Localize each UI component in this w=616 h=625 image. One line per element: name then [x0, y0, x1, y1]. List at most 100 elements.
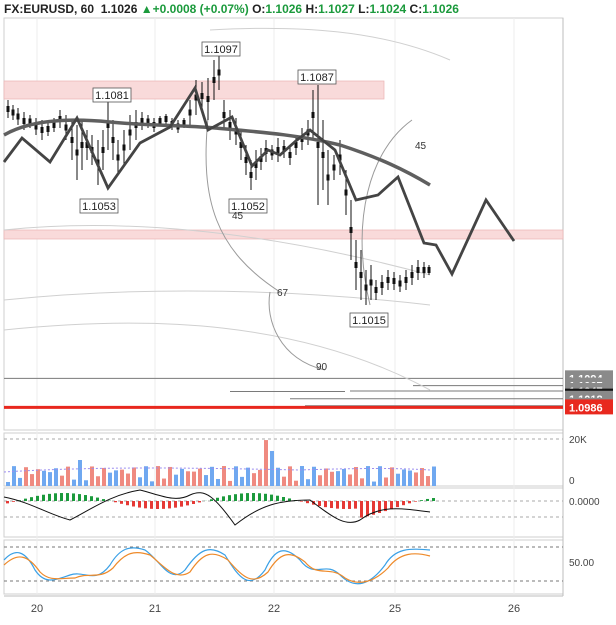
candle-body — [380, 282, 384, 288]
volume-bar — [342, 468, 346, 486]
swing-label: 1.1087 — [300, 72, 334, 84]
candle-body — [349, 227, 353, 233]
volume-bar — [168, 466, 172, 486]
macd-histogram-bar — [420, 500, 423, 501]
volume-bar — [174, 474, 178, 486]
volume-bar — [210, 466, 214, 486]
stoch-k-line — [3, 547, 431, 585]
swing-label: 1.1052 — [231, 201, 265, 213]
volume-tick-label: 20K — [569, 435, 587, 446]
candle-body — [364, 284, 368, 291]
high-value: 1.1027 — [318, 2, 355, 16]
candle-body — [34, 123, 38, 130]
candle-body — [158, 118, 162, 124]
candle-body — [111, 137, 115, 143]
volume-bar — [300, 466, 304, 486]
volume-bar — [348, 474, 352, 486]
fib-arc — [361, 119, 413, 306]
macd-histogram-bar — [192, 501, 195, 504]
candle-body — [254, 162, 258, 168]
macd-histogram-bar — [150, 501, 153, 509]
swing-label: 1.1015 — [352, 315, 386, 327]
macd-histogram-bar — [48, 493, 51, 501]
macd-histogram-bar — [156, 501, 159, 509]
candle-body — [40, 127, 44, 133]
open-value: 1.1026 — [265, 2, 303, 16]
close-label: C: — [409, 2, 423, 16]
volume-bar — [144, 466, 148, 486]
candle-body — [332, 164, 336, 171]
volume-bar — [222, 466, 226, 486]
candle-body — [321, 152, 325, 158]
macd-histogram-bar — [360, 501, 363, 518]
macd-histogram-bar — [234, 494, 237, 501]
volume-bar — [204, 475, 208, 486]
price-marker-tag — [565, 399, 613, 415]
candle-body — [410, 272, 414, 278]
macd-histogram-bar — [84, 495, 87, 501]
volume-bar — [318, 475, 322, 486]
candle-body — [326, 174, 330, 181]
volume-bar — [30, 474, 34, 486]
candle-body — [416, 267, 420, 273]
macd-histogram-bar — [336, 501, 339, 509]
macd-histogram-bar — [390, 501, 393, 510]
volume-bar — [66, 466, 70, 486]
volume-bar — [216, 478, 220, 486]
change-arrow-icon: ▲ — [140, 2, 153, 16]
macd-line — [3, 489, 431, 526]
pane-frame — [3, 17, 564, 431]
macd-histogram-bar — [186, 501, 189, 506]
candle-body — [11, 109, 15, 116]
macd-histogram-bar — [114, 501, 117, 503]
volume-bar — [354, 467, 358, 486]
candle-body — [217, 69, 221, 76]
volume-bar — [114, 470, 118, 486]
candle-body — [164, 116, 168, 122]
volume-bar — [288, 466, 292, 486]
volume-bar — [312, 466, 316, 486]
macd-histogram-bar — [132, 501, 135, 507]
macd-histogram-bar — [348, 501, 351, 509]
volume-bar — [408, 470, 412, 486]
candle-body — [276, 147, 280, 153]
candle-body — [194, 94, 198, 101]
macd-histogram-bar — [378, 501, 381, 513]
swing-label-box — [349, 312, 389, 328]
macd-histogram-bar — [72, 493, 75, 501]
macd-histogram-bar — [252, 493, 255, 501]
candle-body — [359, 272, 363, 278]
volume-bar — [192, 471, 196, 486]
macd-histogram-bar — [288, 498, 291, 501]
volume-bar — [264, 440, 268, 486]
macd-histogram-bar — [324, 501, 327, 508]
volume-bar — [390, 467, 394, 486]
volume-bar — [180, 468, 184, 486]
candle-body — [259, 156, 263, 162]
macd-histogram-bar — [210, 499, 213, 501]
macd-histogram-bar — [432, 498, 435, 501]
candle-body — [28, 118, 32, 125]
pane-frame — [3, 487, 564, 538]
volume-bar — [246, 467, 250, 486]
time-tick-label: 22 — [268, 603, 280, 615]
candle-body — [146, 118, 150, 125]
candle-body — [239, 142, 243, 148]
volume-bar — [360, 478, 364, 486]
macd-histogram-bar — [276, 495, 279, 501]
volume-bar — [108, 472, 112, 486]
candle-body — [338, 154, 342, 161]
candle-body — [404, 277, 408, 283]
volume-bar — [18, 477, 22, 486]
macd-histogram-bar — [270, 494, 273, 501]
close-value: 1.1026 — [422, 2, 459, 16]
macd-histogram-bar — [300, 501, 303, 502]
candle-body — [182, 120, 186, 126]
volume-bar — [84, 480, 88, 486]
macd-histogram-bar — [66, 493, 69, 501]
volume-bar — [336, 471, 340, 486]
macd-histogram-bar — [6, 501, 9, 504]
symbol-label: FX:EURUSD, 60 — [4, 2, 95, 16]
volume-bar — [378, 466, 382, 486]
